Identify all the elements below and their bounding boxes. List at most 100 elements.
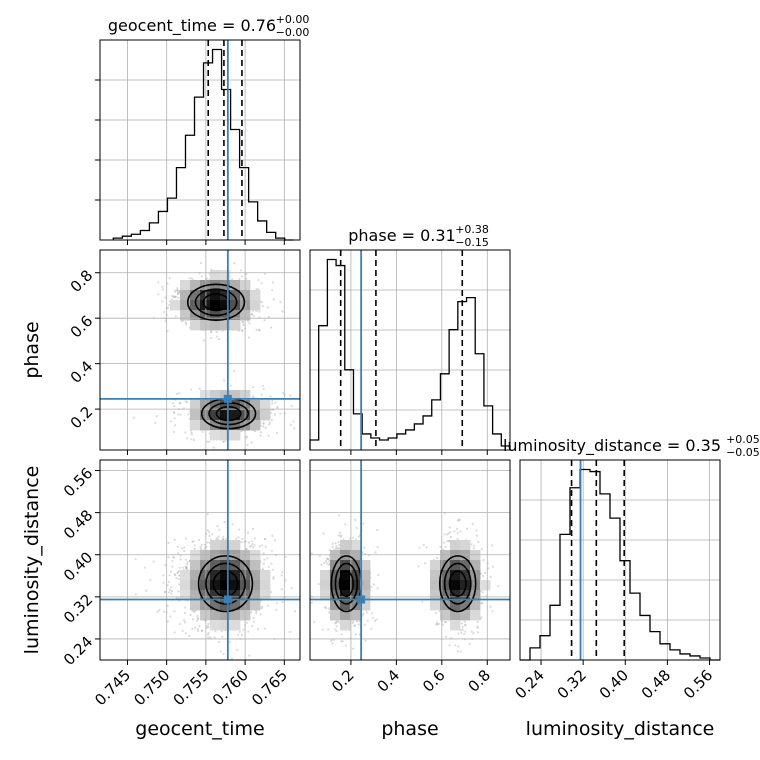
sample-point: [325, 557, 328, 560]
sample-point: [354, 518, 357, 522]
sample-point: [219, 650, 222, 653]
sample-point: [196, 619, 199, 622]
text-layer: 0.20.40.60.80.240.320.400.480.560.7450.7…: [21, 13, 760, 740]
sample-point: [275, 431, 279, 435]
sample-point: [203, 546, 206, 550]
sample-point: [250, 313, 254, 316]
density-cell: [210, 600, 221, 611]
sample-point: [269, 395, 272, 398]
sample-point: [229, 384, 232, 387]
sample-point: [178, 566, 181, 569]
sample-point: [184, 606, 187, 609]
sample-point: [207, 626, 210, 629]
sample-point: [334, 542, 337, 545]
density-cell: [230, 410, 241, 421]
density-cell: [260, 590, 271, 601]
sample-point: [338, 543, 341, 547]
sample-point: [218, 641, 221, 644]
sample-point: [164, 590, 167, 594]
sample-point: [261, 384, 264, 387]
sample-point: [166, 604, 169, 608]
sample-point: [210, 331, 213, 334]
sample-point: [206, 440, 209, 443]
sample-point: [173, 295, 176, 298]
sample-point: [190, 388, 193, 391]
sample-point: [448, 526, 451, 529]
sample-point: [489, 605, 492, 608]
density-cell: [230, 610, 241, 621]
sample-point: [161, 300, 164, 303]
density-cell: [230, 280, 241, 291]
sample-point: [239, 269, 243, 272]
sample-point: [233, 262, 236, 265]
sample-point: [208, 440, 211, 443]
sample-point: [466, 527, 469, 530]
sample-point: [352, 647, 355, 650]
density-cell: [250, 420, 261, 431]
y-tick-label: 0.8: [67, 266, 97, 296]
density-cell: [220, 410, 231, 421]
density-cell: [250, 580, 261, 591]
sample-point: [263, 558, 266, 561]
sample-point: [337, 540, 340, 544]
sample-point: [463, 620, 466, 623]
y-tick-label: 0.6: [67, 312, 97, 342]
sample-point: [215, 537, 219, 540]
density-cell: [360, 570, 371, 581]
density-cell: [430, 590, 441, 601]
sample-point: [247, 320, 250, 323]
sample-point: [262, 387, 265, 390]
sample-point: [471, 522, 474, 526]
density-cell: [470, 550, 481, 561]
x-tick-label: 0.750: [130, 666, 173, 709]
sample-point: [247, 630, 250, 633]
density-cell: [330, 610, 341, 621]
density-cell: [450, 610, 461, 621]
sample-point: [162, 581, 165, 584]
x-tick-label: 0.24: [512, 666, 548, 702]
sample-point: [491, 565, 494, 568]
density-cell: [210, 410, 221, 421]
sample-point: [491, 544, 494, 547]
y-tick-label: 0.24: [60, 633, 96, 669]
sample-point: [177, 578, 180, 581]
x-tick-label: 0.2: [328, 666, 358, 696]
sample-point: [376, 529, 379, 532]
density-cell: [340, 620, 351, 631]
sample-point: [281, 571, 284, 574]
sample-point: [167, 580, 170, 583]
density-cell: [210, 550, 221, 561]
sample-point: [472, 544, 475, 547]
sample-point: [253, 544, 256, 547]
sample-point: [178, 622, 182, 626]
sample-point: [172, 410, 175, 413]
histogram-phase: [309, 258, 511, 450]
sample-point: [186, 437, 189, 440]
contour: [205, 562, 246, 605]
density-cell: [220, 290, 231, 301]
sample-point: [252, 386, 255, 389]
sample-point: [179, 558, 182, 561]
density-cell: [190, 320, 201, 331]
sample-point: [362, 522, 365, 525]
sample-point: [310, 601, 313, 604]
sample-point: [267, 423, 271, 426]
sample-point: [178, 289, 181, 293]
sample-point: [259, 434, 262, 437]
density-cell: [200, 610, 211, 621]
sample-point: [456, 650, 459, 653]
sample-point: [284, 579, 287, 582]
contour-right-mode: [448, 570, 467, 598]
density-cell: [230, 400, 241, 411]
title-geocent_time: geocent_time = 0.76 +0.00−0.00: [108, 13, 309, 39]
sample-point: [470, 630, 473, 633]
sample-point: [172, 296, 175, 299]
sample-point: [320, 563, 323, 566]
truth-marker: [223, 595, 232, 604]
sample-point: [476, 631, 479, 634]
sample-point: [260, 607, 263, 610]
sample-point: [176, 571, 179, 574]
sample-point: [152, 560, 155, 563]
panel-phase-vs-geocent_time: [95, 249, 301, 455]
density-cell: [330, 600, 341, 611]
